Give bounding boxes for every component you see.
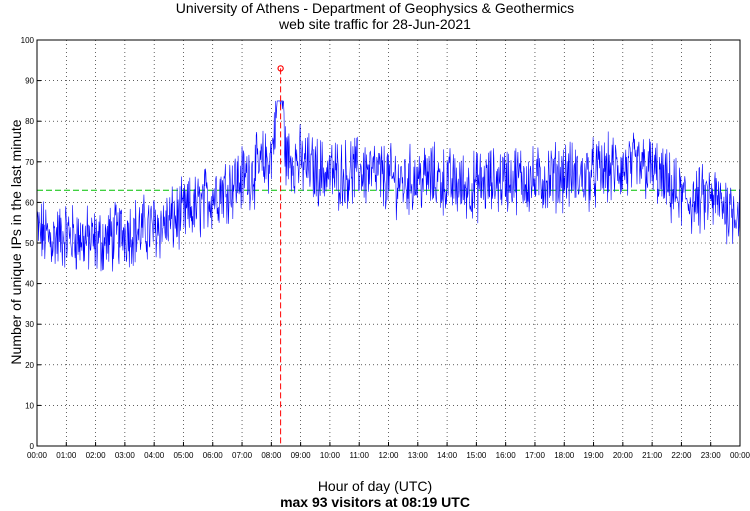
series-line	[36, 100, 741, 272]
x-tick-label: 16:00	[496, 451, 517, 460]
x-tick-label: 18:00	[554, 451, 575, 460]
x-tick-label: 01:00	[56, 451, 77, 460]
x-tick-label: 21:00	[642, 451, 663, 460]
x-tick-label: 05:00	[173, 451, 194, 460]
y-ticks: 0 10 20 30 40 50 60 70 80 90 100	[21, 36, 41, 451]
x-tick-label: 04:00	[144, 451, 165, 460]
x-tick-label: 10:00	[320, 451, 341, 460]
x-tick-label: 19:00	[584, 451, 605, 460]
y-tick-label: 100	[21, 36, 35, 45]
x-tick-label: 22:00	[671, 451, 692, 460]
y-tick-label: 60	[25, 198, 34, 207]
y-tick-label: 40	[25, 280, 34, 289]
y-tick-label: 80	[25, 117, 34, 126]
x-tick-label: 00:00	[730, 451, 750, 460]
x-tick-label: 06:00	[203, 451, 224, 460]
x-tick-label: 11:00	[349, 451, 369, 460]
x-tick-label: 14:00	[437, 451, 458, 460]
y-tick-label: 50	[25, 239, 34, 248]
x-tick-label: 15:00	[466, 451, 487, 460]
x-tick-label: 09:00	[291, 451, 312, 460]
series-group	[36, 100, 741, 272]
x-tick-label: 00:00	[27, 451, 48, 460]
max-marker-group	[277, 65, 284, 446]
x-tick-label: 03:00	[115, 451, 136, 460]
y-tick-label: 0	[30, 442, 35, 451]
max-annotation: max 93 visitors at 08:19 UTC	[280, 494, 470, 510]
x-axis-label: Hour of day (UTC)	[317, 478, 433, 494]
y-axis-label: Number of unique IPs in the last minute	[8, 119, 24, 365]
x-tick-label: 13:00	[408, 451, 429, 460]
y-tick-label: 70	[25, 158, 34, 167]
x-tick-label: 07:00	[232, 451, 253, 460]
y-tick-label: 10	[25, 401, 34, 410]
x-tick-label: 08:00	[261, 451, 282, 460]
x-tick-label: 12:00	[378, 451, 399, 460]
chart-subtitle: web site traffic for 28-Jun-2021	[279, 16, 471, 32]
y-tick-label: 30	[25, 320, 34, 329]
x-tick-label: 23:00	[701, 451, 722, 460]
max-point	[277, 65, 284, 72]
x-tick-label: 02:00	[86, 451, 107, 460]
y-tick-label: 20	[25, 361, 34, 370]
chart-title: University of Athens - Department of Geo…	[175, 0, 575, 16]
x-ticks: 00:00 01:00 02:00 03:00 04:00 05:00 06:00 07:00…	[27, 442, 750, 460]
y-tick-label: 90	[25, 77, 34, 86]
x-tick-label: 20:00	[613, 451, 634, 460]
x-tick-label: 17:00	[525, 451, 546, 460]
grid	[37, 40, 740, 446]
